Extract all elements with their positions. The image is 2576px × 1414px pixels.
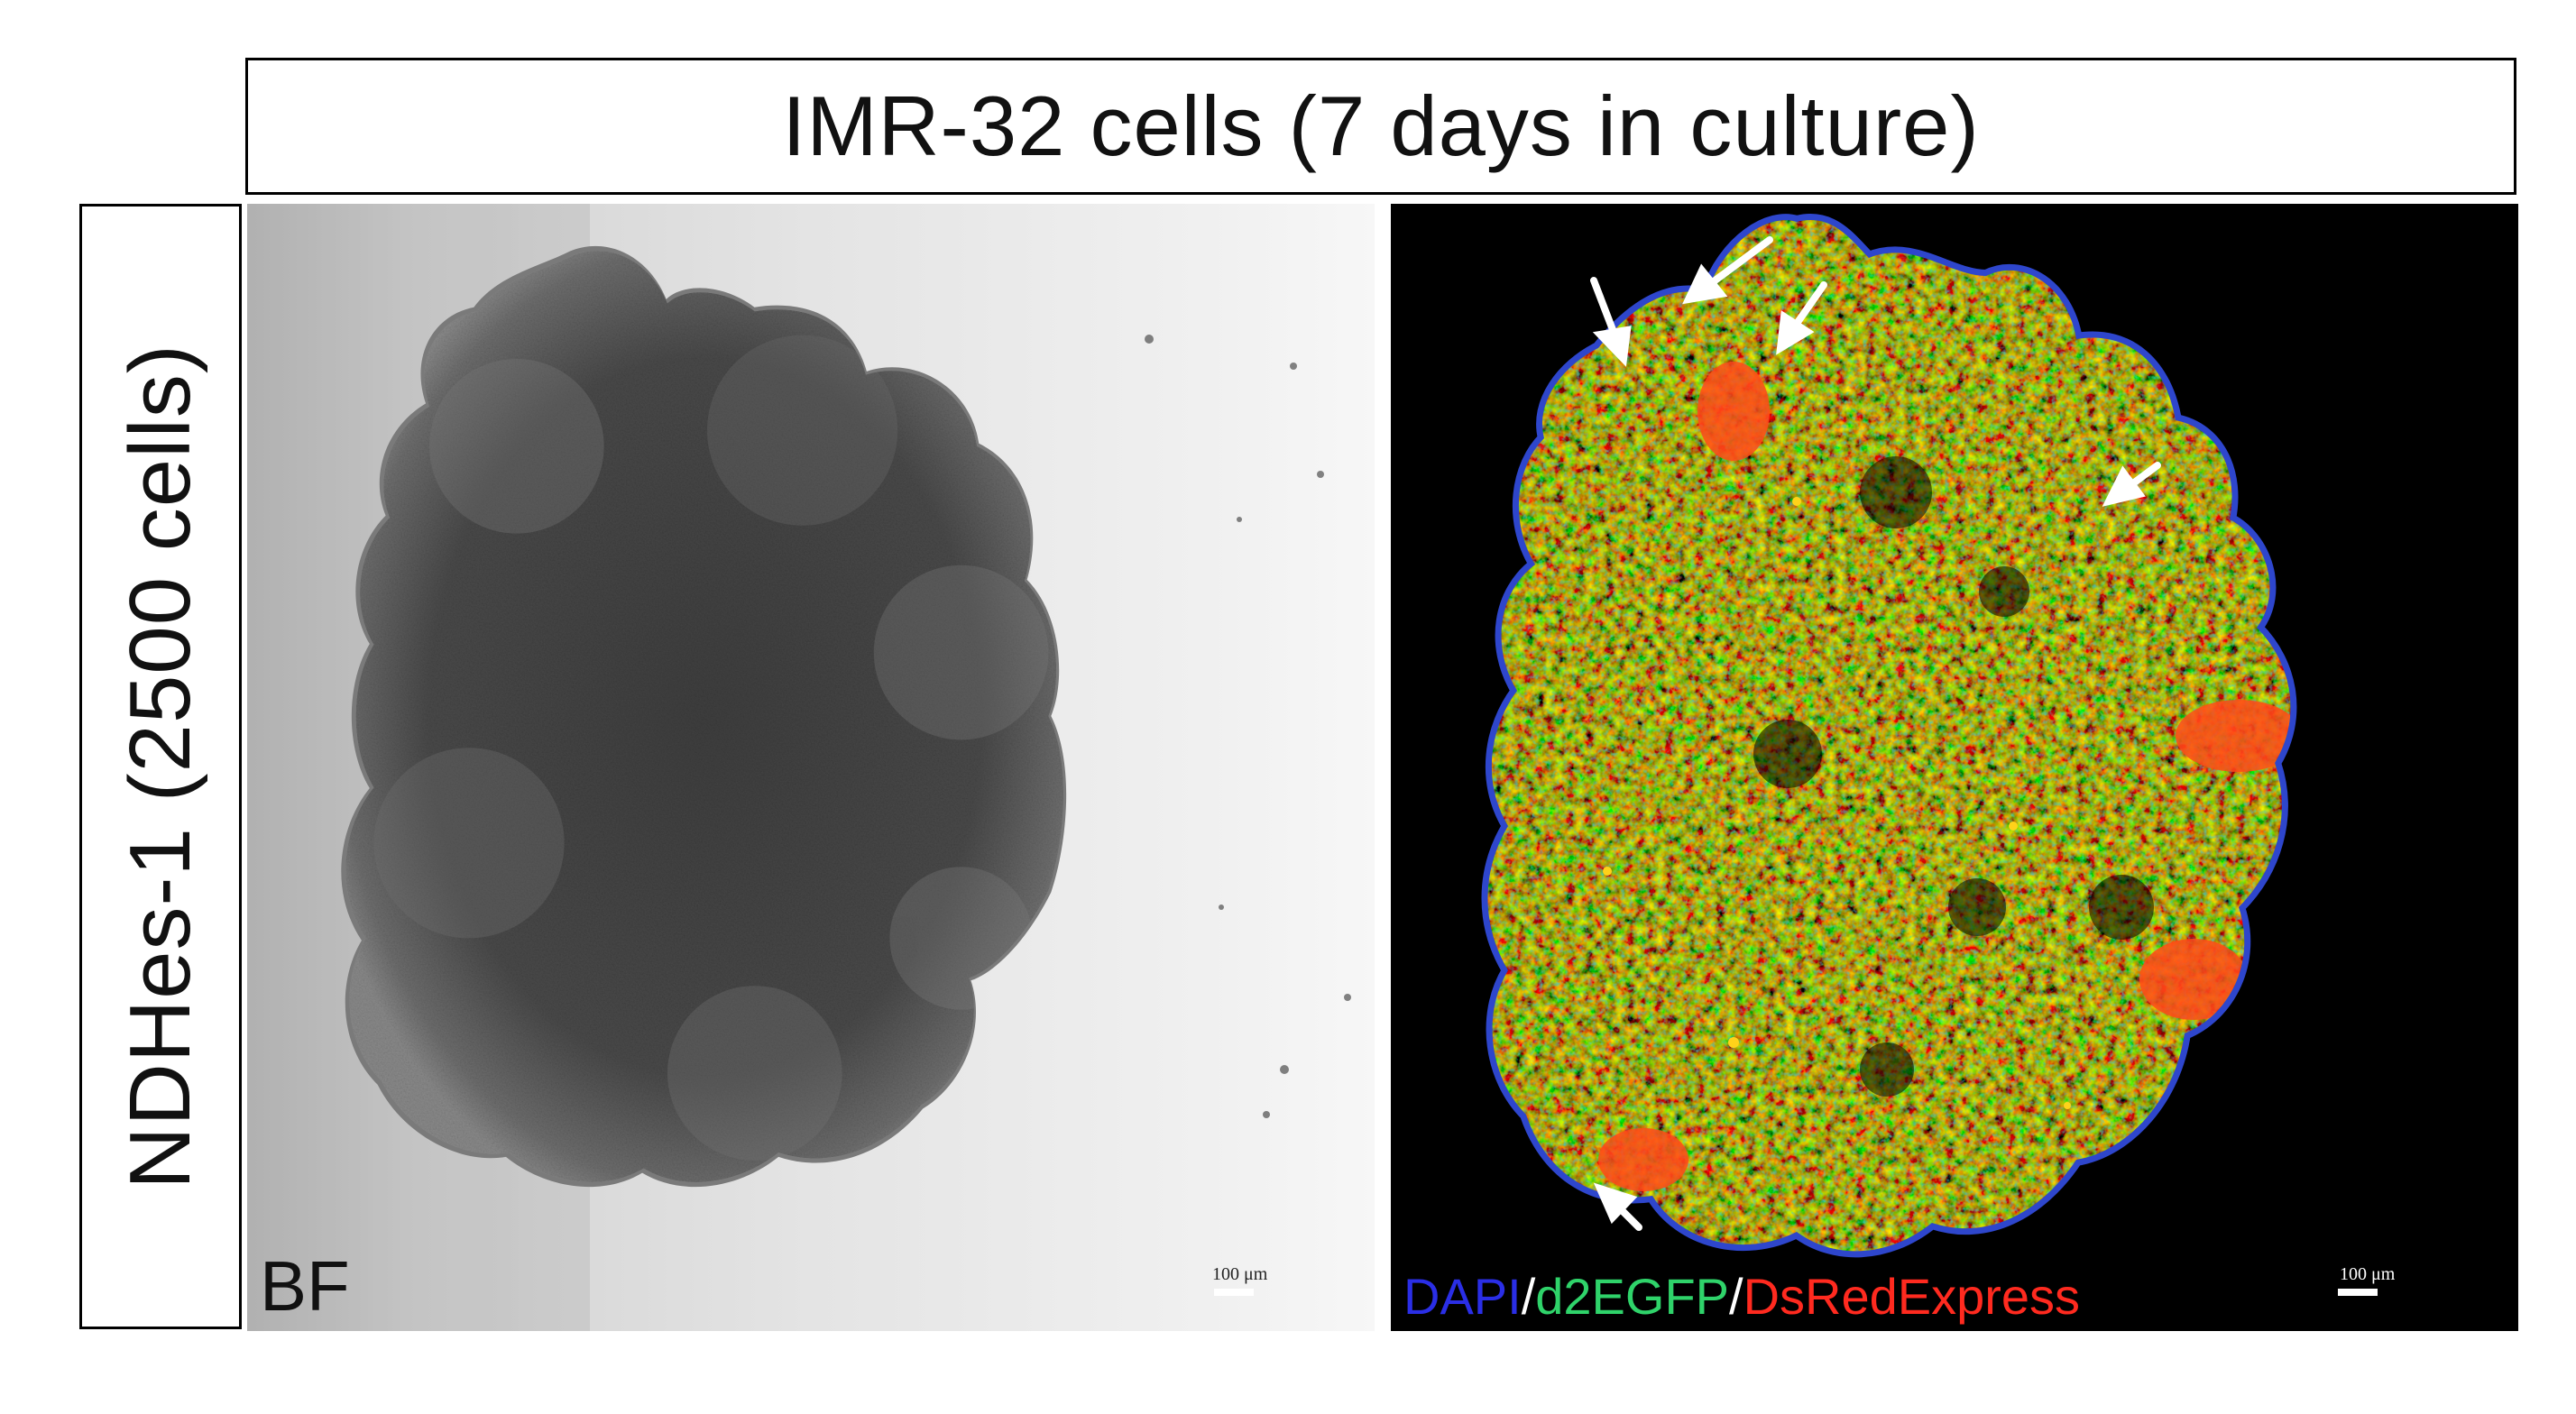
fl-scale-bar-label: 100 μm — [2340, 1264, 2396, 1284]
figure-title: IMR-32 cells (7 days in culture) — [782, 78, 1980, 173]
legend-dsredexpress: DsRedExpress — [1743, 1268, 2081, 1325]
row-label-box: NDHes-1 (2500 cells) — [79, 204, 242, 1329]
bf-scale-bar-label: 100 μm — [1212, 1264, 1268, 1284]
fluorescence-photo — [1391, 204, 2518, 1331]
row-label: NDHes-1 (2500 cells) — [112, 344, 208, 1189]
legend-d2egfp: d2EGFP — [1535, 1268, 1730, 1325]
legend-dapi: DAPI — [1403, 1268, 1522, 1325]
brightfield-photo — [247, 204, 1375, 1331]
fluorescence-image: 100 μm DAPI/d2EGFP/DsRedExpress — [1391, 204, 2518, 1331]
channel-legend: DAPI/d2EGFP/DsRedExpress — [1403, 1267, 2080, 1326]
title-box: IMR-32 cells (7 days in culture) — [245, 58, 2516, 195]
arrow-markers — [1590, 236, 2161, 1231]
bf-label: BF — [260, 1246, 350, 1326]
brightfield-image: BF 100 μm — [247, 204, 1375, 1331]
legend-separator: / — [1729, 1268, 1743, 1325]
legend-separator: / — [1521, 1268, 1536, 1325]
